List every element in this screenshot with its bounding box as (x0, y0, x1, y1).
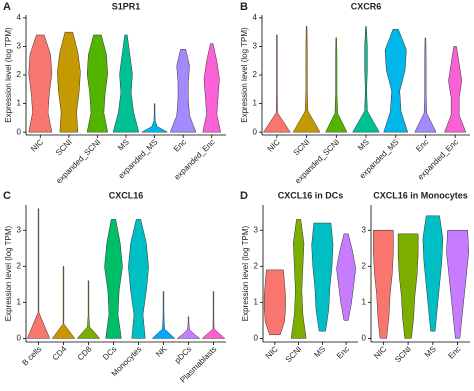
x-tick-label: NK (154, 344, 169, 359)
violin (140, 103, 169, 133)
chart-title: CXCL16 in DCs (278, 190, 344, 200)
y-tick-label: 2 (362, 261, 367, 270)
violin (397, 233, 419, 339)
y-tick-label: 1 (254, 297, 259, 306)
chart-title: CXCR6 (351, 1, 382, 11)
y-axis-label: Expression level (log TPM) (4, 27, 13, 123)
y-tick-label: 1 (17, 99, 22, 108)
y-tick-label: 3 (17, 225, 22, 234)
violin (51, 266, 76, 339)
x-tick-label: CD8 (76, 344, 94, 362)
violin (352, 26, 380, 133)
y-tick-label: 4 (253, 13, 258, 22)
violin (263, 34, 291, 133)
y-tick-label: 2 (253, 70, 258, 79)
violin (169, 49, 197, 133)
y-tick-label: 0 (17, 127, 22, 136)
violin (414, 37, 437, 133)
chart-title: CXCL16 in Monocytes (373, 190, 468, 200)
violin (112, 34, 140, 133)
violin (57, 31, 81, 133)
violin (311, 222, 334, 332)
violin (383, 29, 409, 133)
panel-letter: D (240, 190, 248, 202)
violin (444, 46, 467, 133)
y-tick-label: 2 (254, 261, 259, 270)
violin (76, 280, 101, 339)
x-tick-label: MS (312, 345, 327, 360)
y-tick-label: 0 (362, 334, 367, 343)
panel-letter: C (3, 190, 11, 202)
y-axis-label: Expression level (log TPM) (4, 225, 13, 321)
violin (263, 269, 286, 336)
violin (422, 215, 444, 332)
x-tick-label: MS (423, 345, 438, 360)
y-tick-label: 2 (17, 261, 22, 270)
x-tick-label: Enc (335, 345, 351, 361)
y-tick-label: 0 (254, 334, 259, 343)
x-tick-label: DCs (101, 345, 118, 362)
y-tick-label: 1 (253, 99, 258, 108)
violin (176, 316, 201, 339)
violin (325, 37, 348, 133)
x-tick-label: SCNI (292, 138, 312, 158)
x-tick-label: pDCs (173, 345, 194, 366)
violin (151, 291, 176, 339)
y-tick-label: 3 (253, 42, 258, 51)
chart-title: CXCL16 (109, 190, 144, 200)
x-tick-label: Enc (414, 138, 430, 154)
x-tick-label: SCNI (284, 345, 304, 365)
y-tick-label: 4 (17, 13, 22, 22)
panel-letter: A (3, 1, 11, 13)
x-tick-label: NIC (29, 137, 45, 153)
violin (201, 291, 226, 339)
x-tick-label: MS (116, 138, 131, 153)
y-tick-label: 3 (362, 225, 367, 234)
y-tick-label: 1 (17, 297, 22, 306)
violin (290, 219, 307, 339)
violin (86, 34, 109, 133)
y-tick-label: 1 (362, 297, 367, 306)
x-tick-label: MS (356, 138, 371, 153)
panel-letter: B (240, 1, 248, 13)
y-tick-label: 2 (17, 70, 22, 79)
y-tick-label: 0 (253, 127, 258, 136)
violin (446, 229, 470, 339)
x-tick-label: NIC (372, 344, 388, 360)
violin (373, 229, 394, 339)
y-axis-label: Expression level (log TPM) (240, 27, 249, 123)
x-tick-label: CD4 (51, 344, 69, 362)
y-tick-label: 3 (17, 42, 22, 51)
violin (202, 43, 222, 133)
violin (128, 219, 149, 339)
x-tick-label: SCNI (393, 345, 413, 365)
x-tick-label: Enc (172, 138, 188, 154)
violin (292, 26, 321, 133)
y-tick-label: 3 (254, 225, 259, 234)
violin (336, 233, 356, 321)
x-tick-label: Enc (446, 345, 462, 361)
violin (104, 219, 123, 339)
violin (26, 208, 51, 339)
x-tick-label: NIC (266, 137, 282, 153)
violin (28, 34, 53, 133)
y-axis-label: Expression level (log TPM) (241, 225, 250, 321)
x-tick-label: B cells (20, 345, 43, 368)
y-tick-label: 0 (17, 334, 22, 343)
chart-title: S1PR1 (112, 1, 141, 11)
x-tick-label: NIC (264, 344, 280, 360)
x-tick-label: SCNI (54, 138, 74, 158)
